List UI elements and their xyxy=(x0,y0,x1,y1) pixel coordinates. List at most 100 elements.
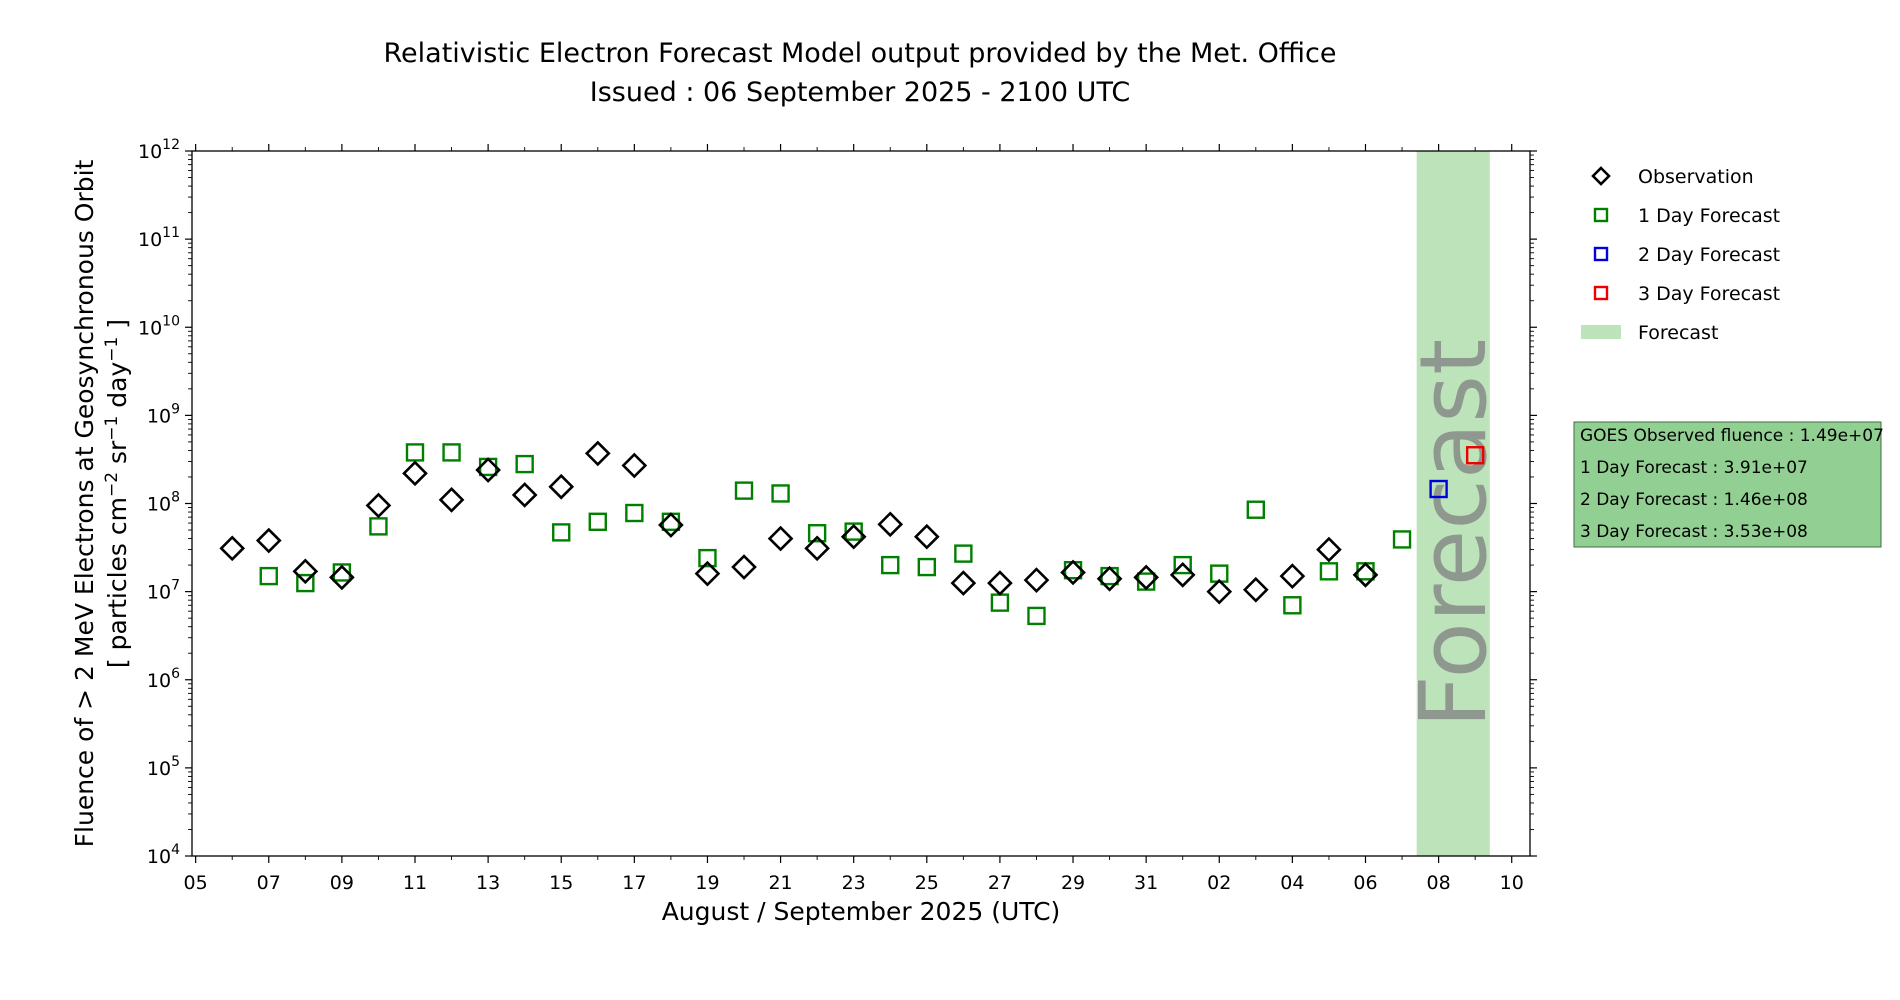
y-tick-label: 1011 xyxy=(138,225,180,251)
1-day-forecast-point xyxy=(1100,566,1119,586)
1-day-forecast-point xyxy=(296,573,315,593)
info-box-line: GOES Observed fluence : 1.49e+07 xyxy=(1580,426,1884,446)
x-axis-label: August / September 2025 (UTC) xyxy=(662,897,1061,926)
x-tick-label: 10 xyxy=(1500,872,1524,894)
observation-point xyxy=(767,525,794,552)
1-day-forecast-point xyxy=(1392,530,1412,549)
y-tick-label: 104 xyxy=(147,842,180,868)
x-tick-label: 09 xyxy=(330,872,354,894)
1-day-forecast-point xyxy=(369,517,388,536)
1-day-forecast-point xyxy=(990,593,1010,612)
x-tick-label: 17 xyxy=(622,872,646,894)
y-axis-ticks: 104 105 106 107 108 109 1010 1011 1012 xyxy=(138,137,1537,868)
x-tick-label: 06 xyxy=(1353,872,1377,894)
x-tick-label: 08 xyxy=(1427,872,1451,894)
x-tick-label: 05 xyxy=(184,872,208,894)
y-axis-label-line-1: Fluence of > 2 MeV Electrons at Geosynch… xyxy=(70,159,99,847)
chart-title-line-2: Issued : 06 September 2025 - 2100 UTC xyxy=(589,77,1131,108)
y-tick-label: 106 xyxy=(147,666,180,692)
1-day-forecast-point xyxy=(917,557,937,577)
info-box-line: 3 Day Forecast : 3.53e+08 xyxy=(1580,522,1808,542)
legend-label: 3 Day Forecast xyxy=(1638,283,1780,305)
observation-point xyxy=(731,554,757,580)
info-box: GOES Observed fluence : 1.49e+07 1 Day Fo… xyxy=(1573,421,1884,548)
3-day-forecast-point xyxy=(1465,446,1485,465)
1-day-forecast-point xyxy=(259,566,278,586)
observation-point xyxy=(329,564,355,591)
1-day-forecast-point xyxy=(625,503,644,523)
observation-point xyxy=(584,440,611,467)
1-day-forecast-point xyxy=(1027,606,1046,626)
legend: Observation 1 Day Forecast 2 Day Forecast 3… xyxy=(1581,166,1780,344)
y-tick-label: 1010 xyxy=(138,313,180,339)
y-tick-label: 108 xyxy=(147,490,180,516)
observation-point xyxy=(1060,559,1086,586)
observation-point xyxy=(804,535,830,562)
legend-swatch-3-day-forecast xyxy=(1593,285,1609,301)
plot-frame xyxy=(191,150,1531,857)
legend-swatch-2-day-forecast xyxy=(1593,246,1609,262)
1-day-forecast-point xyxy=(1063,561,1083,580)
observation-point xyxy=(1096,565,1123,592)
observation-point xyxy=(255,527,282,554)
y-tick-label: 109 xyxy=(147,401,180,427)
info-box-line: 2 Day Forecast : 1.46e+08 xyxy=(1580,490,1808,510)
2-day-forecast-point xyxy=(1429,479,1448,499)
x-tick-label: 04 xyxy=(1280,872,1304,894)
observation-point xyxy=(548,473,575,500)
observation-point xyxy=(658,512,684,538)
legend-swatch-observation xyxy=(1591,166,1611,186)
y-tick-label: 105 xyxy=(147,754,180,780)
1-day-forecast-point xyxy=(405,443,425,462)
observation-point xyxy=(511,482,538,508)
1-day-forecast-point xyxy=(734,481,754,500)
observation-point xyxy=(950,570,977,596)
legend-label: Forecast xyxy=(1638,322,1718,344)
x-tick-label: 07 xyxy=(257,872,281,894)
forecast-word-layer: Forecast xyxy=(1400,339,1507,728)
1-day-forecast-point xyxy=(1283,596,1302,615)
y-tick-label: 1012 xyxy=(138,137,180,163)
x-tick-label: 21 xyxy=(768,872,792,894)
forecast-band-word: Forecast xyxy=(1400,339,1507,728)
y-tick-label: 107 xyxy=(147,578,180,604)
observation-point xyxy=(1352,562,1379,588)
1-day-forecast-point xyxy=(1319,562,1339,581)
1-day-forecast-point xyxy=(807,524,827,543)
y-axis-label-line-2: [ particles cm−2 sr−1 day−1 ] xyxy=(102,319,132,668)
1-day-forecast-point xyxy=(844,522,863,541)
1-day-forecast-point xyxy=(332,563,352,582)
observation-point xyxy=(621,452,648,479)
x-tick-label: 11 xyxy=(403,872,427,894)
observation-point xyxy=(438,487,465,513)
legend-label: 1 Day Forecast xyxy=(1638,205,1780,227)
forecast-band-layer xyxy=(1416,151,1490,856)
x-tick-label: 23 xyxy=(842,872,866,894)
1-day-forecast-point xyxy=(1173,555,1192,575)
observation-point xyxy=(1242,576,1269,603)
info-box-line: 1 Day Forecast : 3.91e+07 xyxy=(1580,458,1808,478)
legend-label: 2 Day Forecast xyxy=(1638,244,1780,266)
observation-point xyxy=(1206,578,1233,605)
observation-point xyxy=(402,460,428,487)
observation-point xyxy=(913,523,940,550)
observation-point xyxy=(1133,564,1159,591)
1-day-forecast-point xyxy=(1246,500,1266,519)
observation-point xyxy=(694,560,721,587)
legend-swatch-1-day-forecast xyxy=(1593,207,1609,223)
observation-point xyxy=(1279,563,1306,589)
observation-point xyxy=(1316,536,1342,563)
x-tick-label: 29 xyxy=(1061,872,1085,894)
y-axis-label: Fluence of > 2 MeV Electrons at Geosynch… xyxy=(70,159,132,847)
observation-point xyxy=(1023,567,1050,593)
legend-label: Observation xyxy=(1638,166,1754,188)
1-day-forecast-point xyxy=(478,457,498,477)
1-day-forecast-point xyxy=(661,512,681,531)
x-tick-label: 19 xyxy=(695,872,719,894)
1-day-forecast-point xyxy=(954,544,973,563)
observation-point xyxy=(840,523,867,550)
observation-point xyxy=(292,558,319,585)
forecast-band xyxy=(1416,151,1490,856)
1-day-forecast-point xyxy=(552,523,571,542)
